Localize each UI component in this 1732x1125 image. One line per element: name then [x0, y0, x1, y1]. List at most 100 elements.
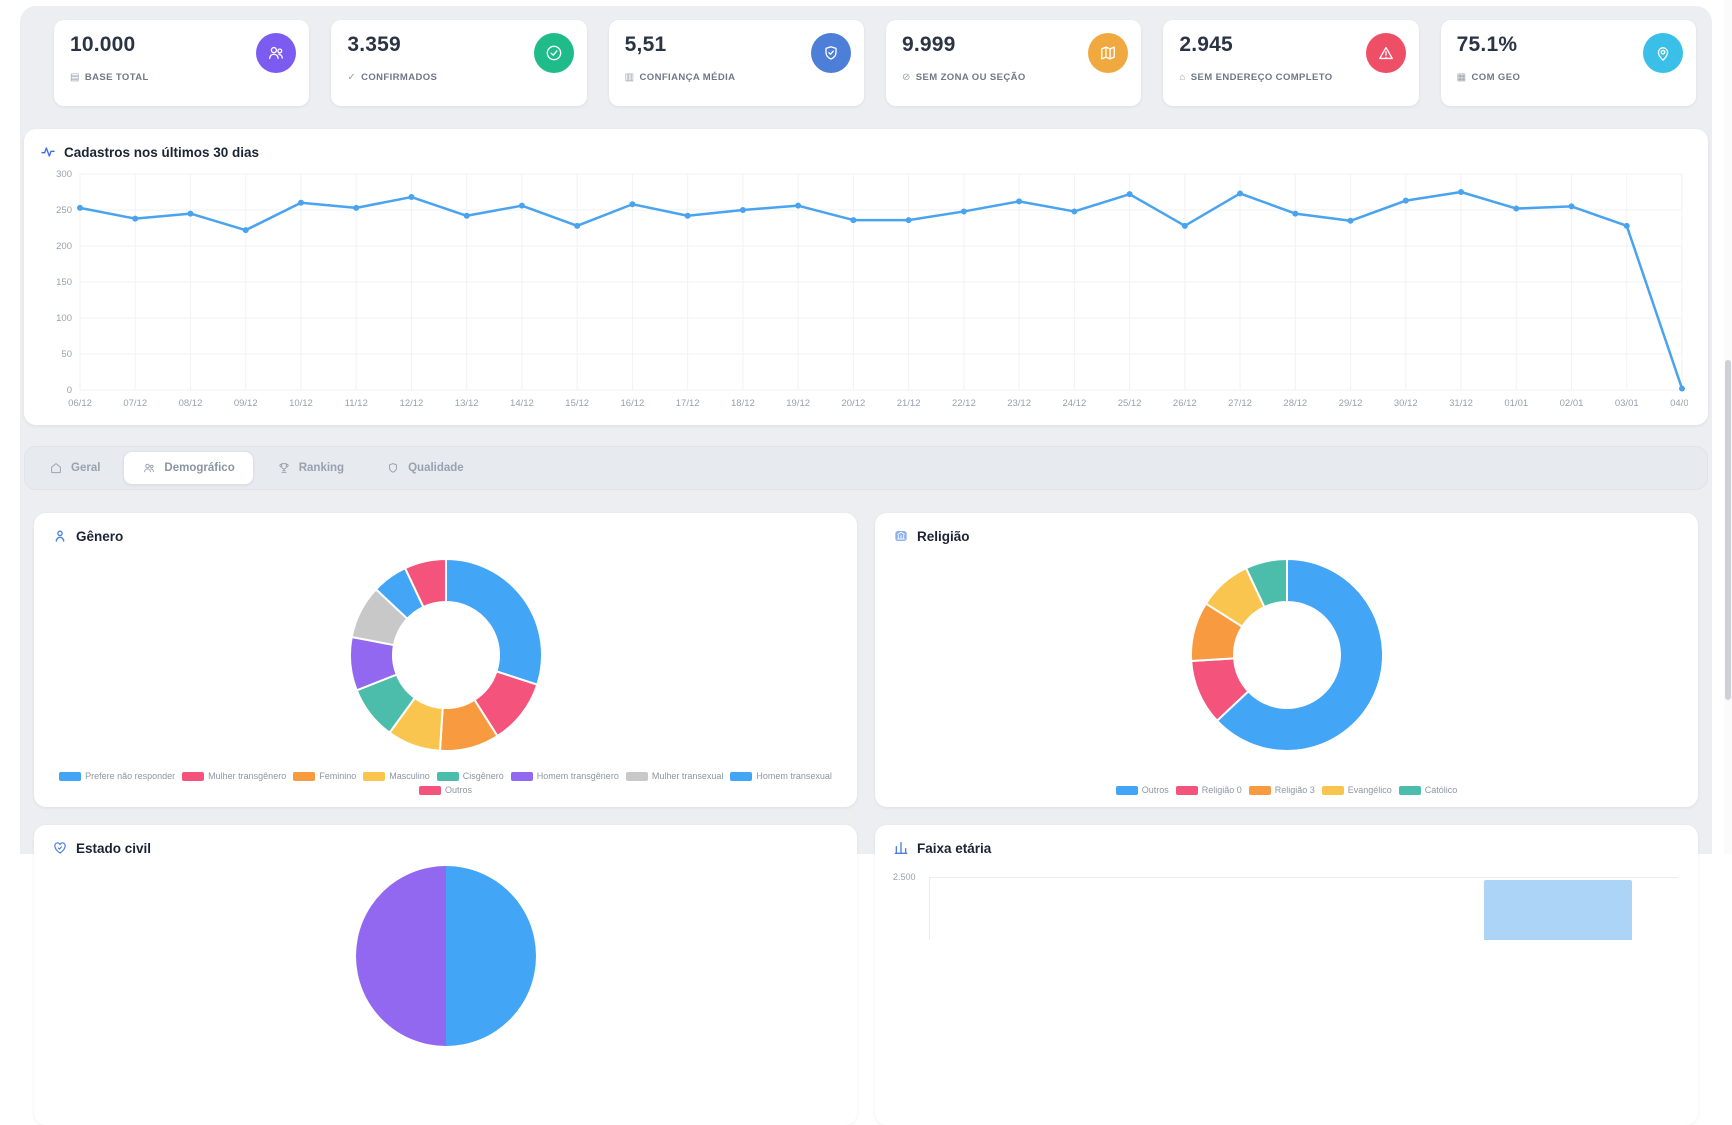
svg-text:13/12: 13/12: [455, 398, 479, 409]
legend-label: Homem transexual: [756, 771, 832, 781]
stat-label: ▦ COM GEO: [1456, 72, 1521, 83]
stat-label: ⊘ SEM ZONA OU SEÇÃO: [901, 72, 1026, 83]
svg-text:27/12: 27/12: [1228, 398, 1252, 409]
genero-legend: Prefere não responder Mulher transgênero F…: [52, 771, 839, 795]
legend-swatch: [1175, 785, 1198, 795]
people-icon: [144, 463, 155, 473]
stat-value: 75.1%: [1456, 33, 1518, 56]
svg-text:30/12: 30/12: [1394, 398, 1418, 409]
legend-swatch: [293, 771, 316, 781]
heart-icon: [54, 842, 66, 854]
legend-label: Prefere não responder: [85, 771, 176, 781]
svg-text:03/01: 03/01: [1615, 398, 1639, 409]
dashboard-panel: 10.000 ▤ BASE TOTAL 3.359 ✓ CONFIRMADOS …: [20, 6, 1712, 1125]
stat-value: 5,51: [624, 33, 667, 56]
legend-label: Evangélico: [1347, 785, 1392, 795]
svg-text:24/12: 24/12: [1062, 398, 1086, 409]
legend-swatch: [510, 771, 533, 781]
tab-demografico[interactable]: Demográfico: [123, 451, 254, 485]
cadastros-card: Cadastros nos últimos 30 dias 0 50 100 150 2…: [24, 129, 1708, 425]
genero-card-title: Gênero: [52, 528, 839, 544]
legend-item[interactable]: Outros: [418, 785, 472, 795]
tab-qualidade[interactable]: Qualidade: [367, 451, 483, 485]
legend-label: Mulher transexual: [651, 771, 724, 781]
legend-item[interactable]: Católico: [1398, 785, 1458, 795]
donut-slice: [444, 558, 543, 686]
legend-item[interactable]: Outros: [1115, 785, 1169, 795]
genero-donut-chart[interactable]: [52, 556, 839, 754]
religiao-legend: Outros Religião 0 Religião 3 Evangélico Cató…: [893, 785, 1680, 795]
legend-label: Católico: [1424, 785, 1458, 795]
badge-check-icon: [533, 33, 574, 73]
legend-label: Homem transgênero: [536, 771, 619, 781]
donut-slice: [1244, 558, 1288, 609]
svg-text:150: 150: [56, 277, 72, 288]
legend-item[interactable]: Mulher transgênero: [182, 771, 286, 781]
legend-item[interactable]: Evangélico: [1321, 785, 1392, 795]
svg-text:18/12: 18/12: [731, 398, 755, 409]
legend-item[interactable]: Mulher transexual: [625, 771, 724, 781]
svg-text:200: 200: [56, 241, 72, 252]
stat-value: 9.999: [901, 33, 956, 56]
stat-label: ▥ CONFIANÇA MÉDIA: [624, 72, 736, 83]
legend-label: Outros: [1141, 785, 1169, 795]
stat-card-com-geo: 75.1% ▦ COM GEO: [1440, 20, 1696, 106]
tab-geral[interactable]: Geral: [30, 451, 119, 485]
cadastros-line-chart[interactable]: 0 50 100 150 200 250 300 06/12 07/12 08/12 09/12 10…: [40, 166, 1694, 423]
svg-text:01/01: 01/01: [1504, 398, 1528, 409]
charts-grid: Gênero Prefere não responder Mulher trans…: [34, 513, 1698, 1125]
geo-map-icon: ▦: [1456, 72, 1467, 83]
legend-swatch: [625, 771, 648, 781]
legend-swatch: [363, 771, 386, 781]
legend-item[interactable]: Religião 0: [1175, 785, 1242, 795]
database-icon: ▤: [70, 72, 80, 83]
tab-ranking[interactable]: Ranking: [258, 451, 363, 485]
legend-item[interactable]: Masculino: [363, 771, 430, 781]
faixa-etaria-card-title: Faixa etária: [893, 840, 1680, 856]
legend-swatch: [1321, 785, 1344, 795]
legend-swatch: [1248, 785, 1271, 795]
scrollbar-thumb[interactable]: [1725, 360, 1731, 700]
svg-text:29/12: 29/12: [1339, 398, 1363, 409]
stat-card-base-total: 10.000 ▤ BASE TOTAL: [54, 20, 310, 106]
svg-text:25/12: 25/12: [1118, 398, 1142, 409]
section-tabs: Geral Demográfico Ranking Qualidade: [24, 446, 1708, 490]
svg-text:09/12: 09/12: [234, 398, 258, 409]
legend-item[interactable]: Cisgênero: [436, 771, 504, 781]
svg-text:07/12: 07/12: [123, 398, 147, 409]
map-icon: [1088, 33, 1129, 73]
legend-swatch: [1115, 785, 1138, 795]
legend-item[interactable]: Homem transexual: [730, 771, 832, 781]
stat-label: ✓ CONFIRMADOS: [347, 72, 438, 83]
legend-swatch: [418, 785, 441, 795]
svg-text:50: 50: [61, 349, 72, 360]
legend-swatch: [182, 771, 205, 781]
svg-text:26/12: 26/12: [1173, 398, 1197, 409]
svg-text:14/12: 14/12: [510, 398, 534, 409]
legend-item[interactable]: Prefere não responder: [59, 771, 175, 781]
religiao-donut-chart[interactable]: [893, 556, 1680, 754]
svg-text:15/12: 15/12: [565, 398, 589, 409]
faixa-etaria-bar-chart[interactable]: 2.500: [893, 870, 1680, 940]
legend-label: Outros: [444, 785, 472, 795]
stat-card-sem-zona: 9.999 ⊘ SEM ZONA OU SEÇÃO: [885, 20, 1142, 106]
legend-item[interactable]: Feminino: [293, 771, 356, 781]
vertical-scrollbar: [1724, 0, 1732, 854]
home-icon: ⌂: [1179, 72, 1186, 83]
svg-text:21/12: 21/12: [897, 398, 921, 409]
bar[interactable]: [1484, 880, 1632, 940]
legend-item[interactable]: Homem transgênero: [510, 771, 619, 781]
estado-civil-donut-chart[interactable]: [355, 866, 536, 1046]
stat-value: 2.945: [1179, 33, 1233, 56]
bar-chart-icon: [894, 842, 908, 854]
shield-icon: [389, 463, 398, 473]
svg-text:19/12: 19/12: [786, 398, 810, 409]
legend-swatch: [1398, 785, 1421, 795]
svg-text:23/12: 23/12: [1007, 398, 1031, 409]
legend-item[interactable]: Religião 3: [1248, 785, 1315, 795]
trophy-icon: [279, 463, 289, 473]
y-axis-tick: 2.500: [893, 872, 916, 882]
svg-text:28/12: 28/12: [1283, 398, 1307, 409]
estado-civil-card-title: Estado civil: [52, 840, 839, 856]
legend-label: Masculino: [389, 771, 430, 781]
